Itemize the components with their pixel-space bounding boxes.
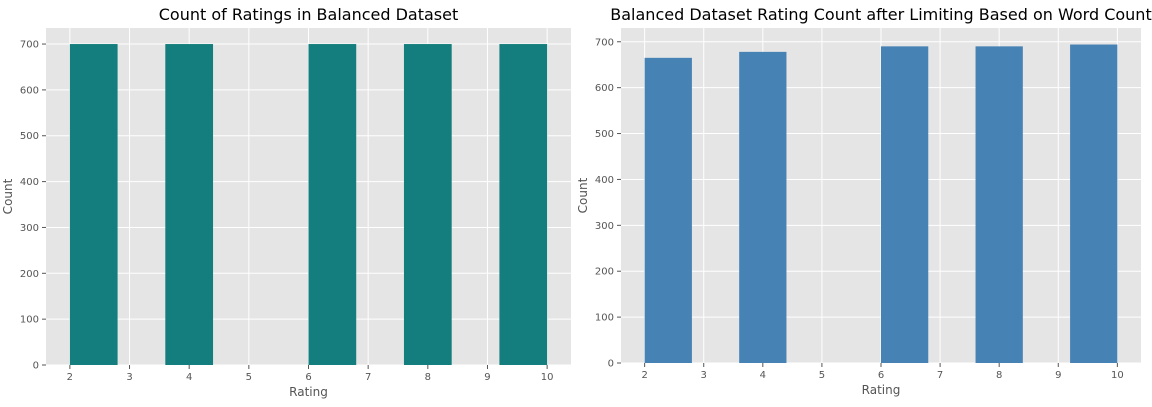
y-tick-label: 100 (595, 313, 614, 324)
x-tick-label: 8 (425, 372, 431, 383)
y-tick-label: 300 (20, 223, 39, 234)
y-tick-label: 300 (595, 221, 614, 232)
y-axis-label: Count (1, 178, 15, 214)
x-tick-label: 7 (365, 372, 371, 383)
bar (881, 46, 929, 363)
x-tick-label: 4 (760, 370, 766, 381)
chart-title: Count of Ratings in Balanced Dataset (159, 5, 459, 24)
bars (644, 44, 1118, 364)
y-tick-label: 100 (20, 315, 39, 326)
x-tick-label: 9 (484, 372, 490, 383)
y-tick-label: 500 (595, 129, 614, 140)
bars (69, 44, 548, 366)
bar (499, 44, 548, 366)
y-tick-label: 200 (595, 267, 614, 278)
x-tick-label: 10 (541, 372, 554, 383)
y-tick-label: 0 (33, 361, 39, 372)
y-tick-label: 600 (595, 83, 614, 94)
x-tick-label: 7 (937, 370, 943, 381)
bar (165, 44, 214, 366)
y-tick-label: 500 (20, 131, 39, 142)
y-tick-label: 700 (20, 40, 39, 51)
x-tick-label: 5 (246, 372, 252, 383)
chart-right: 0 100 200 300 400 500 600 700 2 3 4 5 6 7 8 9 10 Balanc… (576, 5, 1152, 397)
x-tick-label: 2 (641, 370, 647, 381)
x-tick-label: 10 (1111, 370, 1124, 381)
bar (308, 44, 357, 366)
x-tick-label: 9 (1055, 370, 1061, 381)
x-tick-label: 2 (67, 372, 73, 383)
x-tick-label: 3 (126, 372, 132, 383)
bar (644, 57, 692, 363)
chart-title: Balanced Dataset Rating Count after Limi… (610, 5, 1151, 24)
x-tick-label: 8 (996, 370, 1002, 381)
y-ticks: 0 100 200 300 400 500 600 700 (595, 37, 621, 370)
y-ticks: 0 100 200 300 400 500 600 700 (20, 40, 46, 372)
y-tick-label: 700 (595, 37, 614, 48)
y-tick-label: 0 (608, 359, 614, 370)
bar (739, 51, 787, 364)
y-axis-label: Count (576, 177, 590, 213)
bar (975, 46, 1023, 363)
chart-left: 0 100 200 300 400 500 600 700 2 3 4 5 6 7 8 9 10 Count … (1, 5, 571, 399)
x-tick-label: 4 (186, 372, 192, 383)
x-axis-label: Rating (289, 385, 328, 399)
x-axis-label: Rating (862, 383, 901, 397)
y-tick-label: 200 (20, 269, 39, 280)
x-tick-label: 6 (305, 372, 311, 383)
x-tick-label: 3 (701, 370, 707, 381)
y-tick-label: 400 (20, 177, 39, 188)
x-tick-label: 5 (819, 370, 825, 381)
bar (69, 44, 118, 366)
x-ticks: 2 3 4 5 6 7 8 9 10 (67, 365, 554, 383)
y-tick-label: 400 (595, 175, 614, 186)
bar (403, 44, 452, 366)
bar (1070, 44, 1118, 364)
y-tick-label: 600 (20, 85, 39, 96)
x-ticks: 2 3 4 5 6 7 8 9 10 (641, 363, 1124, 381)
x-tick-label: 6 (878, 370, 884, 381)
